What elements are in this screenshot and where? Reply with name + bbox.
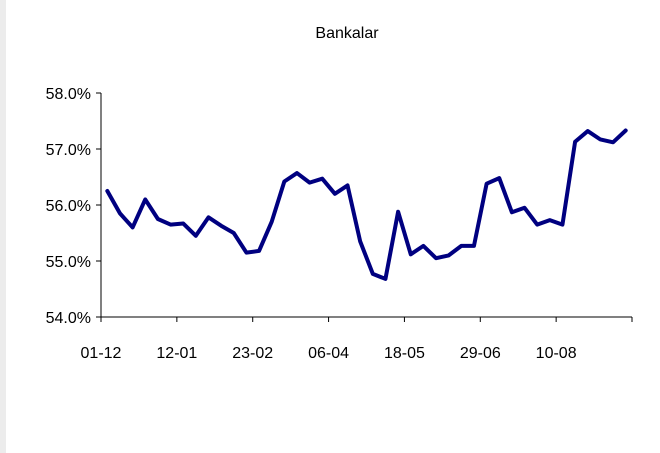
- x-tick-label: 01-12: [81, 345, 122, 362]
- x-ticks: 01-12 12-01 23-02 06-04 18-05 29-06 10-08: [81, 317, 633, 362]
- x-tick-label: 23-02: [232, 345, 273, 362]
- y-ticks: 54.0% 55.0% 56.0% 57.0% 58.0%: [46, 86, 101, 327]
- series-layer: [105, 128, 628, 281]
- y-tick-label: 58.0%: [46, 86, 91, 103]
- x-tick-label: 12-01: [156, 345, 197, 362]
- x-tick-label: 10-08: [536, 345, 577, 362]
- x-tick-label: 06-04: [308, 345, 349, 362]
- y-tick-label: 57.0%: [46, 142, 91, 159]
- x-tick-label: 18-05: [384, 345, 425, 362]
- x-tick-label: 29-06: [460, 345, 501, 362]
- y-tick-label: 56.0%: [46, 198, 91, 215]
- series-line: [105, 128, 628, 281]
- y-tick-label: 54.0%: [46, 310, 91, 327]
- window-edge: [0, 0, 6, 453]
- axes: [100, 93, 632, 318]
- y-tick-label: 55.0%: [46, 254, 91, 271]
- chart-title: Bankalar: [315, 25, 379, 42]
